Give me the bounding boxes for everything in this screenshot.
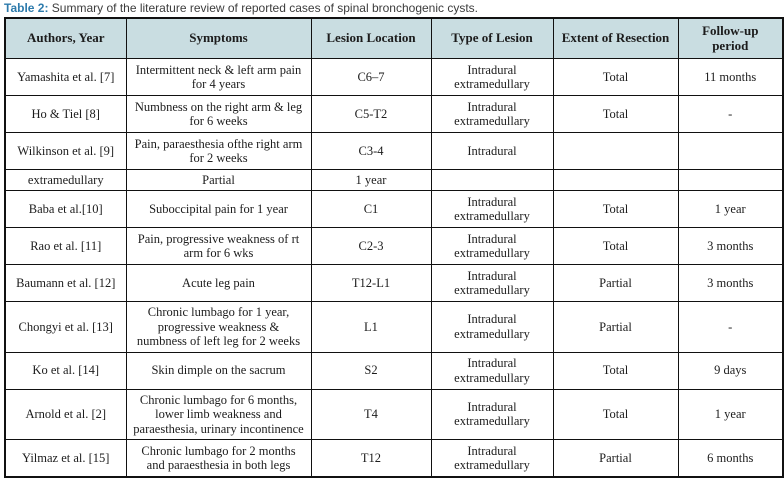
table-cell: T12-L1	[310, 264, 432, 302]
column-header: Follow-up period	[677, 17, 784, 59]
table-row: Ko et al. [14] Skin dimple on the sacrum S…	[4, 351, 784, 390]
table-cell: -	[677, 95, 784, 133]
table-cell: T12	[310, 439, 432, 478]
table-row: Arnold et al. [2] Chronic lumbago for 6 m…	[4, 388, 784, 440]
table-cell: 3 months	[677, 264, 784, 302]
table-row: Chongyi et al. [13] Chronic lumbago for 1…	[4, 301, 784, 353]
table-header-row: Authors, Year Symptoms Lesion Location Type…	[4, 17, 784, 59]
table-cell: Numbness on the right arm & leg for 6 we…	[125, 95, 312, 133]
table-cell: Chongyi et al. [13]	[4, 301, 127, 353]
table-cell: Intradural	[430, 132, 554, 170]
table-cell: C3-4	[310, 132, 432, 170]
table-cell: Yilmaz et al. [15]	[4, 439, 127, 478]
table-cell: Baba et al.[10]	[4, 190, 127, 228]
table-cell: Pain, progressive weakness of rt arm for…	[125, 227, 312, 265]
table-cell: 1 year	[677, 190, 784, 228]
table-cell: Skin dimple on the sacrum	[125, 351, 312, 390]
table-cell: Suboccipital pain for 1 year	[125, 190, 312, 228]
table-cell: Total	[552, 351, 679, 390]
table-cell	[552, 169, 679, 191]
table-cell: Intermittent neck & left arm pain for 4 …	[125, 58, 312, 96]
table-cell: Partial	[125, 169, 312, 191]
table-cell: Intradural extramedullary	[430, 301, 554, 353]
table-row: Baumann et al. [12] Acute leg pain T12-L1 I…	[4, 264, 784, 302]
table-cell: 11 months	[677, 58, 784, 96]
table-cell: Baumann et al. [12]	[4, 264, 127, 302]
table-cell: Ko et al. [14]	[4, 351, 127, 390]
table-cell: Pain, paraesthesia ofthe right arm for 2…	[125, 132, 312, 170]
table-row: Yilmaz et al. [15] Chronic lumbago for 2 …	[4, 439, 784, 478]
column-header: Type of Lesion	[430, 17, 554, 59]
table-cell: 6 months	[677, 439, 784, 478]
table-cell: Intradural extramedullary	[430, 264, 554, 302]
table-cell: L1	[310, 301, 432, 353]
table-cell: C2-3	[310, 227, 432, 265]
table-cell: Acute leg pain	[125, 264, 312, 302]
table-cell: 1 year	[677, 388, 784, 440]
table-cell: extramedullary	[4, 169, 127, 191]
table-cell: Total	[552, 190, 679, 228]
table-cell: Intradural extramedullary	[430, 190, 554, 228]
table-caption: Table 2: Summary of the literature revie…	[4, 1, 782, 15]
table-cell: Partial	[552, 264, 679, 302]
table-caption-label: Table 2:	[4, 1, 49, 15]
table-cell	[552, 132, 679, 170]
table-cell: Rao et al. [11]	[4, 227, 127, 265]
table-cell: Total	[552, 388, 679, 440]
table-cell: Yamashita et al. [7]	[4, 58, 127, 96]
table-cell: Arnold et al. [2]	[4, 388, 127, 440]
table-cell	[677, 132, 784, 170]
column-header: Symptoms	[125, 17, 312, 59]
table-cell: Chronic lumbago for 2 months and paraest…	[125, 439, 312, 478]
table-row: Wilkinson et al. [9] Pain, paraesthesia o…	[4, 132, 784, 170]
table-cell: Chronic lumbago for 1 year, progressive …	[125, 301, 312, 353]
table-cell: -	[677, 301, 784, 353]
table-cell: S2	[310, 351, 432, 390]
table-cell: Wilkinson et al. [9]	[4, 132, 127, 170]
table-cell: Intradural extramedullary	[430, 58, 554, 96]
table-caption-text: Summary of the literature review of repo…	[48, 1, 479, 15]
table-cell	[430, 169, 554, 191]
table-cell: T4	[310, 388, 432, 440]
table-cell: Chronic lumbago for 6 months, lower limb…	[125, 388, 312, 440]
table-cell: C5-T2	[310, 95, 432, 133]
column-header: Lesion Location	[310, 17, 432, 59]
table-cell: 1 year	[310, 169, 432, 191]
table-cell	[677, 169, 784, 191]
table-cell: Ho & Tiel [8]	[4, 95, 127, 133]
table-cell: Intradural extramedullary	[430, 95, 554, 133]
table-row: Rao et al. [11] Pain, progressive weaknes…	[4, 227, 784, 265]
table-row: extramedullary Partial 1 year	[4, 169, 784, 191]
table-cell: C1	[310, 190, 432, 228]
table-cell: Intradural extramedullary	[430, 227, 554, 265]
table-cell: Total	[552, 58, 679, 96]
table-cell: 9 days	[677, 351, 784, 390]
table-cell: Total	[552, 95, 679, 133]
column-header: Extent of Resection	[552, 17, 679, 59]
table-row: Baba et al.[10] Suboccipital pain for 1 y…	[4, 190, 784, 228]
table-cell: Partial	[552, 301, 679, 353]
table-body: Yamashita et al. [7] Intermittent neck & …	[4, 58, 784, 478]
table-cell: Intradural extramedullary	[430, 388, 554, 440]
table-cell: Intradural extramedullary	[430, 351, 554, 390]
column-header: Authors, Year	[4, 17, 127, 59]
literature-review-table: Authors, Year Symptoms Lesion Location Type…	[4, 17, 784, 478]
table-cell: Intradural extramedullary	[430, 439, 554, 478]
table-cell: Partial	[552, 439, 679, 478]
table-cell: Total	[552, 227, 679, 265]
table-row: Yamashita et al. [7] Intermittent neck & …	[4, 58, 784, 96]
table-cell: C6–7	[310, 58, 432, 96]
table-cell: 3 months	[677, 227, 784, 265]
table-row: Ho & Tiel [8] Numbness on the right arm &…	[4, 95, 784, 133]
